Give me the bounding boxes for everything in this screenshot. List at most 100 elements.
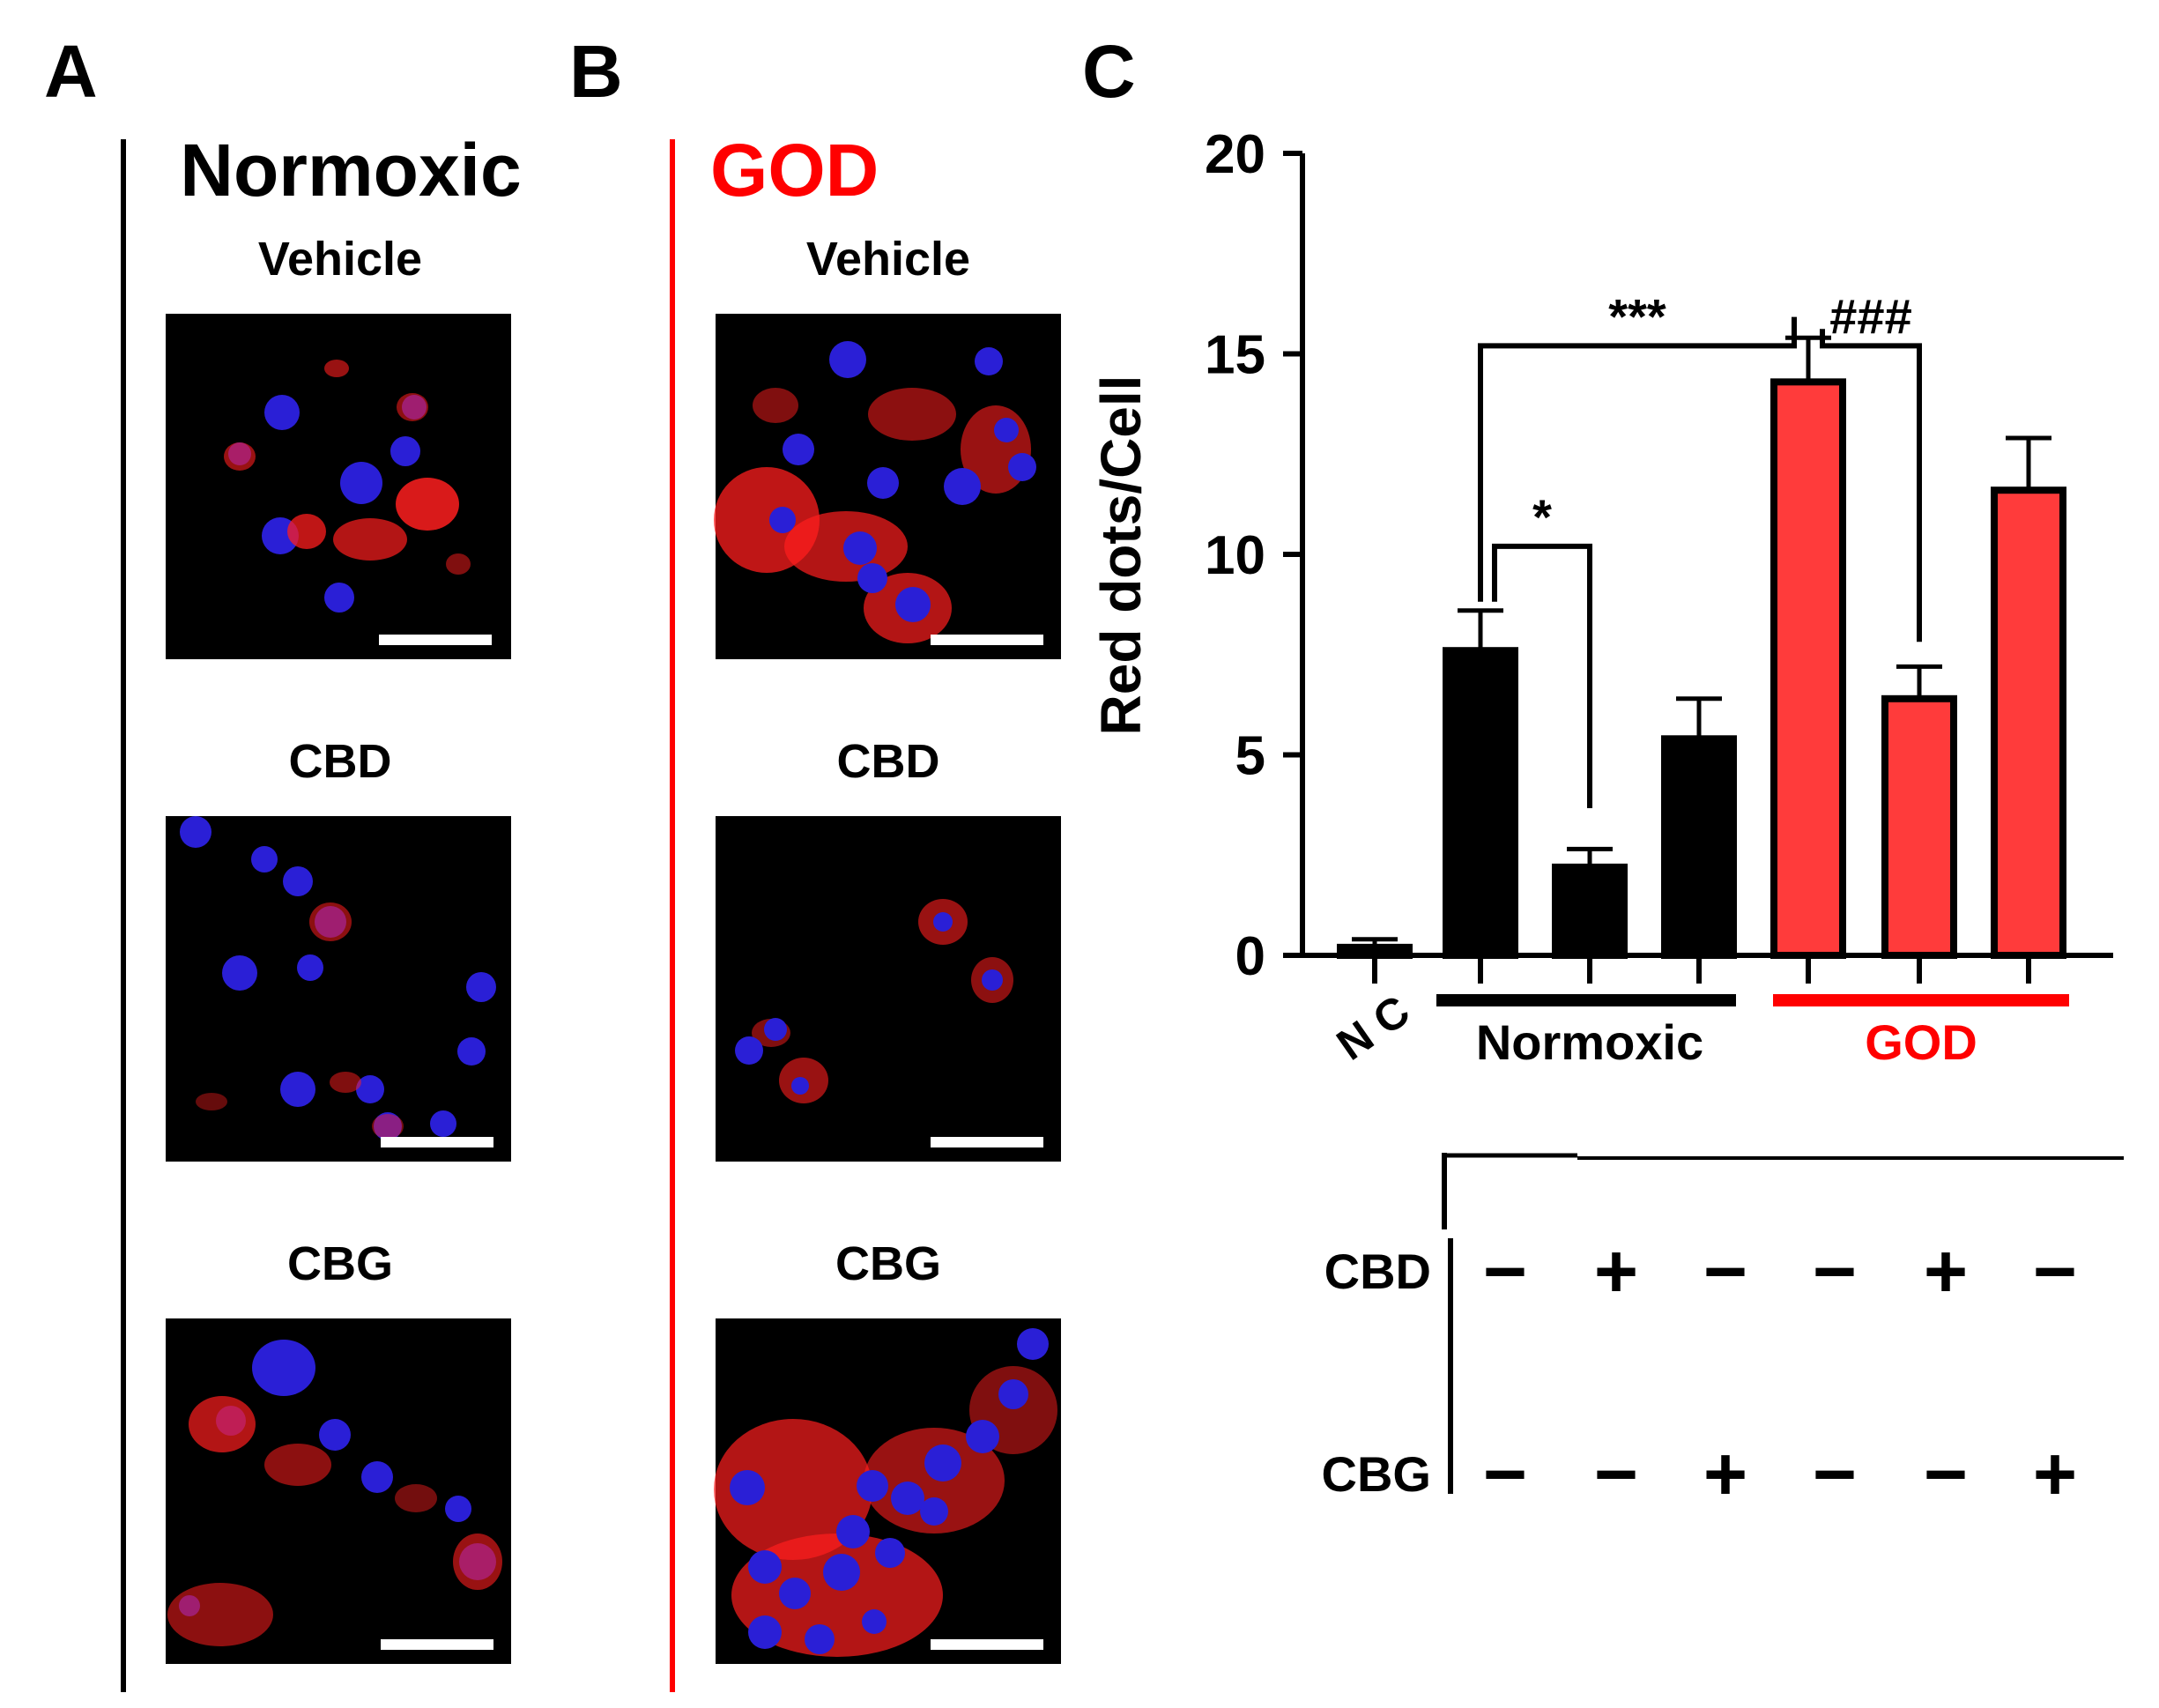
nucleus <box>783 434 814 465</box>
nucleus <box>966 1420 999 1453</box>
puncta-cluster <box>264 1444 331 1486</box>
treatment-sign: − <box>1924 1432 1968 1517</box>
nucleus <box>180 816 211 848</box>
panel-a: A Normoxic Vehicle CBD <box>44 30 522 1692</box>
nucleus <box>252 1340 315 1396</box>
group-labels: N C Normoxic GOD <box>1328 985 2069 1070</box>
treatment-sign: − <box>1594 1432 1638 1517</box>
micrograph-normoxic-cbd <box>166 816 511 1162</box>
significance-label: * <box>1532 489 1552 545</box>
y-axis: 0 5 10 15 20 Red dots/Cell <box>1089 124 1305 987</box>
significance-label: *** <box>1608 288 1666 344</box>
panel-a-title: Normoxic <box>180 129 521 212</box>
puncta-cluster <box>397 393 428 421</box>
y-tick-label: 20 <box>1205 124 1265 185</box>
panel-a-label-cbd: CBD <box>289 735 392 788</box>
panel-a-label-cbg: CBG <box>287 1237 393 1290</box>
bars <box>1337 378 2066 960</box>
nucleus <box>297 954 323 981</box>
treatment-sign: − <box>1703 1229 1747 1314</box>
treatment-sign: − <box>1483 1229 1527 1314</box>
nucleus <box>430 1110 456 1137</box>
y-tick-label: 5 <box>1235 726 1265 787</box>
treatment-sign: + <box>1594 1229 1638 1314</box>
puncta-cluster <box>446 553 471 575</box>
nucleus <box>324 583 354 613</box>
puncta-cluster <box>309 902 352 941</box>
puncta-cluster <box>167 1583 273 1646</box>
group-label-normoxic: Normoxic <box>1476 1014 1703 1070</box>
panel-c-letter: C <box>1082 30 1136 113</box>
nucleus <box>748 1550 782 1584</box>
nucleus <box>280 1072 315 1107</box>
treatment-sign: + <box>1703 1432 1747 1517</box>
nucleus <box>390 436 420 466</box>
treatment-sign: + <box>1924 1229 1968 1314</box>
nucleus <box>457 1037 486 1066</box>
treatment-sign: + <box>2033 1432 2077 1517</box>
nucleus <box>735 1036 763 1065</box>
y-tick-label: 0 <box>1235 926 1265 987</box>
treatment-table: CBD CBG − + − − + −− − + − − + <box>1322 1153 2124 1517</box>
bar-7 <box>1991 486 2066 959</box>
treatment-sign: − <box>1483 1432 1527 1517</box>
bar-5 <box>1770 378 1846 960</box>
nucleus <box>730 1470 765 1505</box>
nucleus <box>340 462 382 504</box>
nucleus <box>361 1461 393 1493</box>
nucleus <box>283 866 313 896</box>
puncta-cluster <box>868 388 956 441</box>
group-bar-normoxic <box>1436 994 1736 1006</box>
nucleus <box>875 1538 905 1568</box>
nucleus <box>836 1515 870 1548</box>
nucleus <box>982 969 1003 991</box>
puncta-cluster <box>753 388 798 423</box>
nucleus <box>924 1444 961 1482</box>
bar-4 <box>1661 735 1737 959</box>
y-ticks: 0 5 10 15 20 <box>1205 124 1302 987</box>
bar-1 <box>1337 943 1413 960</box>
nucleus <box>857 563 887 593</box>
nucleus <box>251 846 278 873</box>
nucleus <box>823 1554 860 1591</box>
nucleus <box>222 955 257 991</box>
treatment-sign: − <box>1813 1229 1857 1314</box>
nucleus <box>769 507 796 533</box>
puncta-cluster <box>196 1093 227 1110</box>
panel-a-label-vehicle: Vehicle <box>258 233 422 286</box>
nucleus <box>779 1578 811 1609</box>
panel-b: B GOD Vehicle CBD <box>569 30 1061 1692</box>
nucleus <box>319 1419 351 1451</box>
bar-3 <box>1552 863 1628 960</box>
nucleus <box>791 1077 809 1095</box>
scale-bar <box>931 1137 1043 1147</box>
puncta-cluster <box>714 1419 872 1560</box>
micrograph-normoxic-cbg-content <box>167 1340 502 1646</box>
puncta-cluster <box>372 1114 404 1139</box>
micrograph-god-vehicle-content <box>714 341 1036 643</box>
micrograph-normoxic-vehicle-content <box>224 360 471 613</box>
nucleus <box>867 467 899 499</box>
panel-b-title: GOD <box>710 129 879 212</box>
scale-bar <box>381 1639 493 1650</box>
nucleus <box>764 1018 787 1041</box>
puncta-cluster <box>330 1072 361 1093</box>
puncta-cluster <box>396 478 459 531</box>
x-ticks <box>1372 955 2031 984</box>
group-bar-god <box>1773 994 2069 1006</box>
puncta-cluster <box>287 514 326 549</box>
nucleus <box>975 347 1003 375</box>
nucleus <box>843 531 877 565</box>
puncta-cluster <box>189 1396 256 1452</box>
significance-brackets: ****### <box>1478 288 1922 809</box>
group-label-god: GOD <box>1865 1014 1977 1070</box>
puncta-cluster <box>224 442 256 471</box>
nucleus <box>264 395 300 430</box>
y-axis-label: Red dots/Cell <box>1089 375 1153 736</box>
group-label-nc: N C <box>1328 985 1419 1069</box>
micrograph-god-cbg-content <box>714 1328 1057 1657</box>
nucleus <box>895 587 931 622</box>
